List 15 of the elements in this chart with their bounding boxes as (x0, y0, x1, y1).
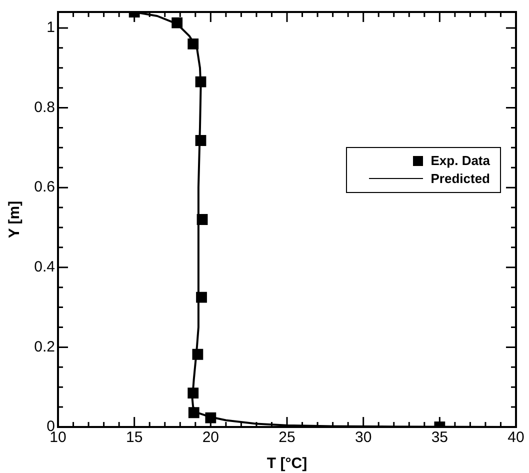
legend-label: Predicted (430, 171, 490, 186)
y-tick-label: 0.2 (34, 338, 55, 356)
y-tick-label: 0.4 (34, 258, 55, 276)
x-tick-label: 30 (354, 429, 372, 446)
x-tick-label: 25 (278, 429, 296, 446)
legend-label: Exp. Data (430, 153, 490, 168)
x-tick-label: 15 (126, 429, 143, 446)
y-tick-label: 0.6 (34, 178, 55, 196)
x-axis-title: T [°C] (266, 455, 308, 472)
x-tick-label: 40 (508, 429, 524, 446)
y-tick-label: 1 (46, 19, 55, 36)
x-tick-label: 35 (431, 429, 448, 446)
y-tick-label: 0.8 (34, 98, 55, 116)
x-tick-label: 20 (202, 429, 220, 446)
y-axis-title: Y [m] (6, 200, 24, 238)
